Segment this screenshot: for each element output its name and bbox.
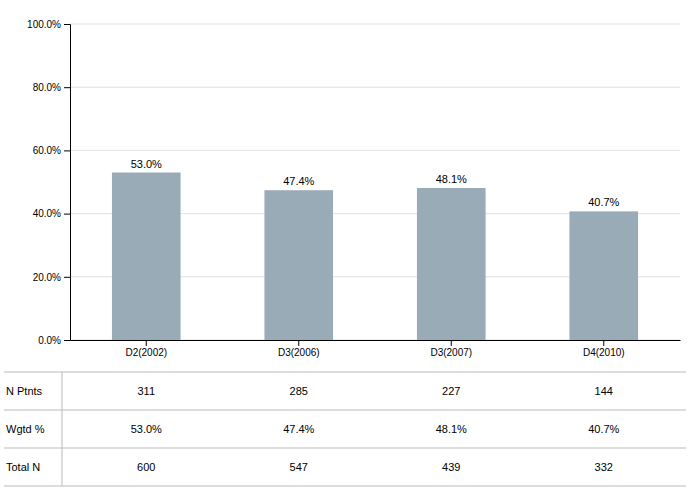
- table-rule: [4, 486, 686, 487]
- y-axis: 0.0% 20.0% 40.0% 60.0% 80.0% 100.0%: [27, 19, 70, 346]
- bar: [112, 173, 181, 340]
- table-rule: [4, 448, 686, 449]
- x-tick-mark: [451, 340, 452, 346]
- table-rule: [4, 372, 686, 373]
- x-axis: D2(2002) D3(2006) D3(2007) D4(2010): [71, 340, 681, 358]
- table-row-label: N Ptnts: [6, 385, 43, 397]
- y-tick-label: 100.0%: [27, 19, 61, 30]
- x-tick-mark: [146, 340, 147, 346]
- bar: [569, 211, 638, 340]
- table-separator: [62, 372, 63, 486]
- grid: [70, 24, 680, 340]
- table-row-label: Wgtd %: [6, 423, 45, 435]
- table-cell: 285: [290, 385, 308, 397]
- x-tick-label: D2(2002): [125, 347, 167, 358]
- table-cell: 311: [137, 385, 155, 397]
- table-cell: 227: [442, 385, 460, 397]
- table-cell: 547: [290, 461, 308, 473]
- bar: [264, 190, 333, 340]
- x-axis-line: [71, 340, 681, 341]
- y-tick: 20.0%: [33, 272, 70, 283]
- table-rule: [4, 410, 686, 411]
- y-tick-mark: [64, 150, 70, 151]
- y-tick: 80.0%: [33, 82, 70, 93]
- data-label: 53.0%: [131, 158, 162, 170]
- table-cell: 47.4%: [283, 423, 314, 435]
- y-tick: 40.0%: [33, 208, 70, 219]
- plot-area: 0.0% 20.0% 40.0% 60.0% 80.0% 100.0% D2(2002) D3…: [27, 19, 680, 358]
- y-tick-label: 40.0%: [33, 208, 61, 219]
- x-tick-label: D3(2006): [278, 347, 320, 358]
- table-cell: 439: [442, 461, 460, 473]
- x-tick-label: D3(2007): [430, 347, 472, 358]
- y-tick-label: 20.0%: [33, 272, 61, 283]
- y-tick: 0.0%: [38, 335, 70, 346]
- bars: [112, 173, 638, 340]
- x-tick: D4(2010): [583, 340, 625, 358]
- y-tick-label: 60.0%: [33, 145, 61, 156]
- data-label: 40.7%: [588, 196, 619, 208]
- y-axis-line: [64, 25, 71, 341]
- y-tick-label: 0.0%: [38, 335, 61, 346]
- y-tick: 100.0%: [27, 19, 70, 30]
- bar: [417, 188, 486, 340]
- data-labels: 53.0% 47.4% 48.1% 40.7%: [131, 158, 620, 209]
- x-tick: D3(2007): [430, 340, 472, 358]
- x-tick-mark: [603, 340, 604, 346]
- y-tick-mark: [64, 214, 70, 215]
- y-tick-mark: [64, 340, 70, 341]
- data-label: 48.1%: [436, 173, 467, 185]
- table-cell: 600: [137, 461, 155, 473]
- y-tick-mark: [64, 87, 70, 88]
- chart: 0.0% 20.0% 40.0% 60.0% 80.0% 100.0% D2(2002) D3…: [0, 0, 700, 500]
- y-tick: 60.0%: [33, 145, 70, 156]
- x-tick-mark: [298, 340, 299, 346]
- data-label: 47.4%: [283, 175, 314, 187]
- x-tick-label: D4(2010): [583, 347, 625, 358]
- table-cell: 332: [595, 461, 613, 473]
- grid-line: [70, 150, 680, 151]
- grid-line: [70, 87, 680, 88]
- table-cell: 53.0%: [131, 423, 162, 435]
- table-cell: 48.1%: [436, 423, 467, 435]
- y-tick-label: 80.0%: [33, 82, 61, 93]
- grid-line: [70, 24, 680, 25]
- table: N Ptnts 311 285 227 144 Wgtd % 53.0% 47.4% 48.1%…: [4, 372, 686, 486]
- y-tick-mark: [64, 277, 70, 278]
- y-tick-mark: [64, 24, 70, 25]
- table-row-label: Total N: [6, 461, 40, 473]
- x-tick: D2(2002): [125, 340, 167, 358]
- table-cell: 40.7%: [588, 423, 619, 435]
- table-cell: 144: [595, 385, 613, 397]
- x-tick: D3(2006): [278, 340, 320, 358]
